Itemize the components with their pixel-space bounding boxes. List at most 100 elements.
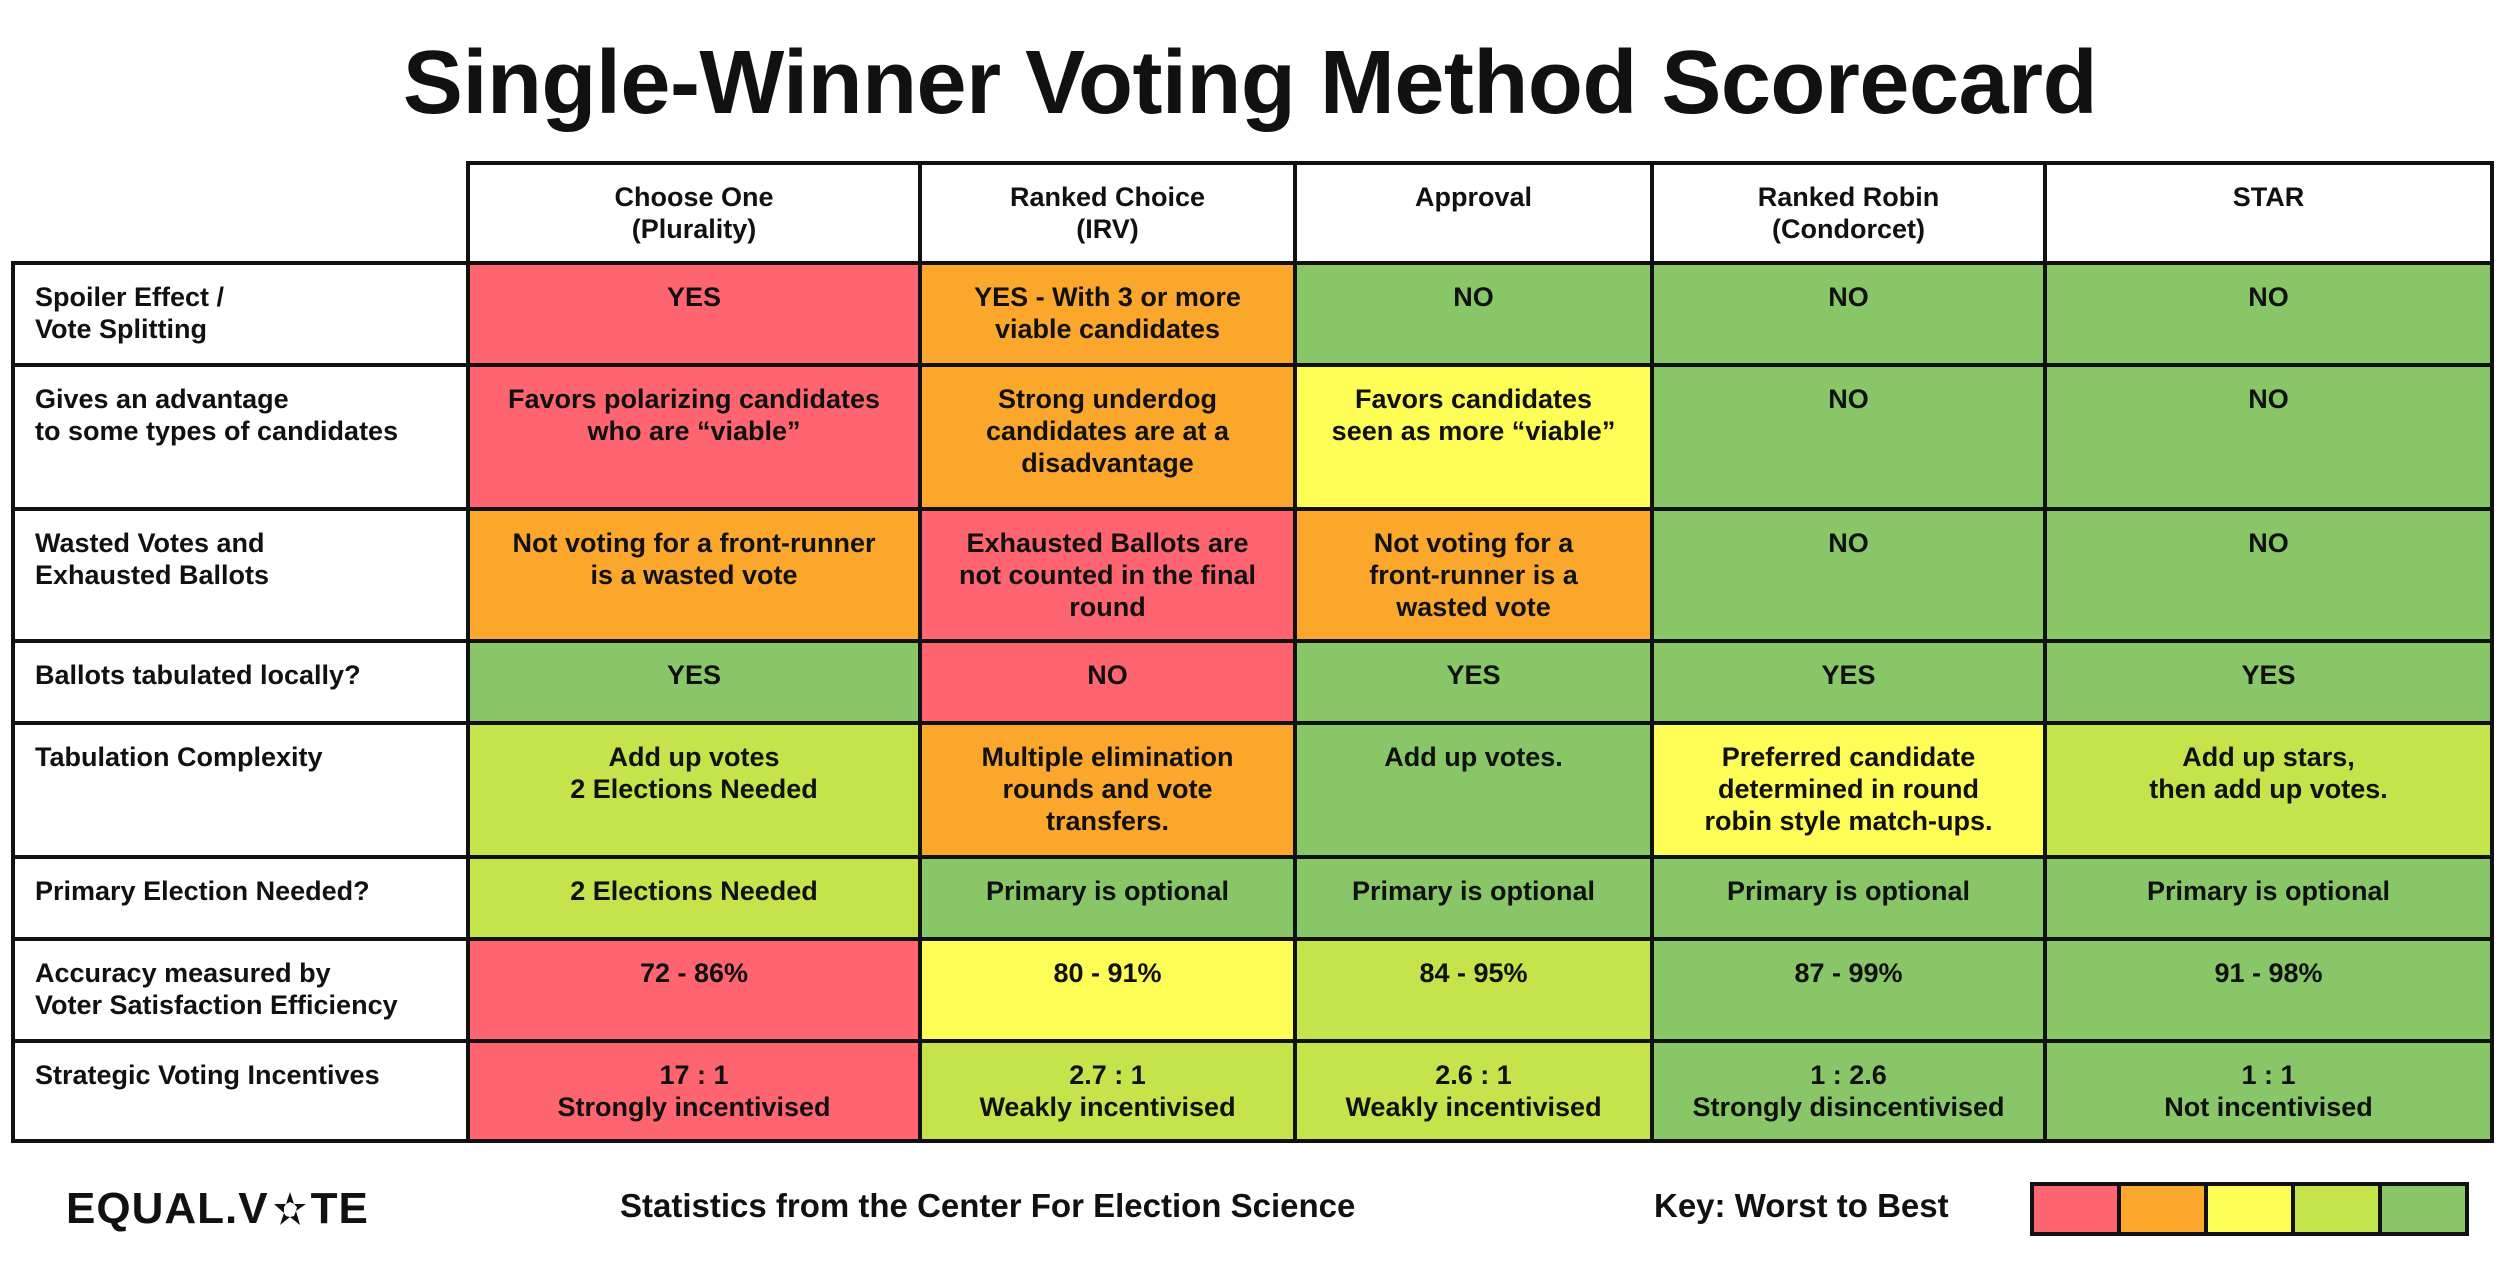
score-cell: Primary is optional [2043,855,2494,941]
text-line: 2 Elections Needed [570,774,818,804]
corner-cell [13,163,468,263]
score-cell: 80 - 91% [918,937,1297,1043]
score-cell: Primary is optional [918,855,1297,941]
logo-text-right: TE [310,1184,369,1233]
text-line: (Condorcet) [1772,214,1925,244]
logo-star-icon [273,1192,306,1225]
text-line: wasted vote [1396,592,1551,622]
score-cell: NO [2043,363,2494,511]
text-line: YES [666,282,722,312]
score-cell: Add up votes. [1293,721,1654,859]
text-line: Exhausted Ballots [35,560,270,590]
table-row: Accuracy measured by Voter Satisfaction E… [11,937,2494,1043]
score-cell: 84 - 95% [1293,937,1654,1043]
text-line: NO [2248,282,2289,312]
column-header-approval: Approval [1293,161,1654,265]
table-row: Ballots tabulated locally? YES NO YES YES YES [11,639,2494,725]
score-cell: NO [1650,261,2047,367]
text-line: Favors polarizing candidates [507,384,881,414]
text-line: YES - With 3 or more [974,282,1241,312]
text-line: Accuracy measured by [35,958,331,988]
text-line: NO [1828,384,1869,414]
text-line: to some types of candidates [35,416,399,446]
text-line: NO [2248,384,2289,414]
text-line: candidates are at a [985,416,1230,446]
key-swatch [2121,1186,2208,1232]
score-cell: YES [466,261,922,367]
column-header-condorcet: Ranked Robin (Condorcet) [1650,161,2047,265]
text-line: rounds and vote [1002,774,1213,804]
text-line: STAR [2232,182,2305,212]
equal-vote-logo: EQUAL.V TE [66,1184,369,1234]
text-line: Ranked Robin [1757,182,1940,212]
text-line: determined in round [1717,774,1979,804]
score-cell: 17 : 1 Strongly incentivised [466,1039,922,1143]
row-label: Spoiler Effect / Vote Splitting [11,261,470,367]
text-line: Add up votes [608,742,780,772]
key-swatch [2295,1186,2382,1232]
text-line: Primary is optional [1726,876,1971,906]
text-line: not counted in the final [959,560,1256,590]
text-line: Gives an advantage [35,384,289,414]
text-line: 84 - 95% [1419,958,1528,988]
text-line: Ballots tabulated locally? [35,660,361,690]
row-label: Accuracy measured by Voter Satisfaction E… [11,937,470,1043]
text-line: Exhausted Ballots are [966,528,1249,558]
text-line: Weakly incentivised [1345,1092,1602,1122]
text-line: robin style match-ups. [1704,806,1993,836]
row-label: Primary Election Needed? [11,855,470,941]
score-cell: YES - With 3 or more viable candidates [918,261,1297,367]
score-cell: YES [1650,639,2047,725]
text-line: Voter Satisfaction Efficiency [35,990,398,1020]
score-cell: Preferred candidate determined in round ro… [1650,721,2047,859]
table-row: Primary Election Needed? 2 Elections Need… [11,855,2494,941]
score-cell: 1 : 2.6 Strongly disincentivised [1650,1039,2047,1143]
text-line: Spoiler Effect / [35,282,225,312]
score-cell: 91 - 98% [2043,937,2494,1043]
key-swatch [2208,1186,2295,1232]
score-cell: NO [2043,507,2494,643]
text-line: Wasted Votes and [35,528,265,558]
text-line: then add up votes. [2149,774,2388,804]
text-line: 1 : 2.6 [1810,1060,1887,1090]
header-row: Choose One (Plurality) Ranked Choice (IRV)… [13,161,2494,265]
text-line: viable candidates [994,314,1221,344]
score-cell: Primary is optional [1293,855,1654,941]
table-row: Strategic Voting Incentives 17 : 1 Strongl… [11,1039,2494,1143]
text-line: Favors candidates [1354,384,1593,414]
text-line: Add up stars, [2182,742,2355,772]
score-cell: Add up stars, then add up votes. [2043,721,2494,859]
table-row: Wasted Votes and Exhausted Ballots Not vot… [11,507,2494,643]
column-header-star: STAR [2043,161,2494,265]
text-line: Approval [1414,182,1533,212]
text-line: 1 : 1 [2241,1060,2296,1090]
table-row: Tabulation Complexity Add up votes 2 Elect… [11,721,2494,859]
column-header-irv: Ranked Choice (IRV) [918,161,1297,265]
text-line: 91 - 98% [2214,958,2323,988]
text-line: Vote Splitting [35,314,207,344]
text-line: Strong underdog [998,384,1217,414]
text-line: Strongly incentivised [557,1092,831,1122]
text-line: 80 - 91% [1053,958,1162,988]
score-cell: 87 - 99% [1650,937,2047,1043]
score-cell: NO [1293,261,1654,367]
text-line: Not incentivised [2164,1092,2373,1122]
statistics-source: Statistics from the Center For Election … [620,1187,1356,1224]
score-cell: Favors polarizing candidates who are “via… [466,363,922,511]
text-line: Ranked Choice [1009,182,1206,212]
text-line: Primary is optional [985,876,1230,906]
score-cell: Add up votes 2 Elections Needed [466,721,922,859]
text-line: front-runner is a [1369,560,1578,590]
score-cell: Not voting for a front-runner is a wasted… [466,507,922,643]
text-line: Preferred candidate [1721,742,1976,772]
row-label: Tabulation Complexity [11,721,470,859]
text-line: NO [1087,660,1128,690]
text-line: YES [666,660,722,690]
text-line: 17 : 1 [659,1060,729,1090]
text-line: Not voting for a [1373,528,1574,558]
table-row: Spoiler Effect / Vote Splitting YES YES - W… [11,261,2494,367]
text-line: Add up votes. [1384,742,1563,772]
text-line: Strongly disincentivised [1692,1092,2005,1122]
key-swatch [2034,1186,2121,1232]
text-line: YES [1821,660,1876,690]
